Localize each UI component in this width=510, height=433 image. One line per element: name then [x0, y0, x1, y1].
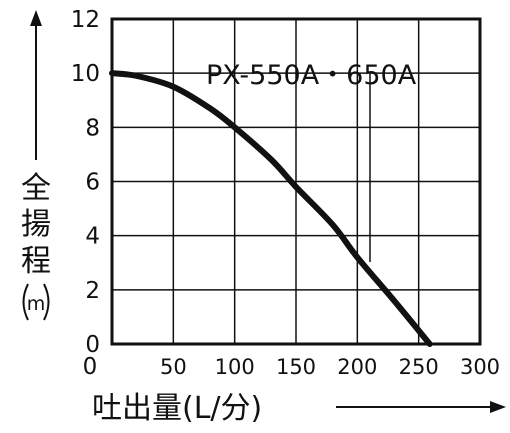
- series-line-px-550a-650a: [109, 70, 433, 347]
- y-axis-unit-text: m: [27, 293, 46, 315]
- y-tick-label: 2: [85, 278, 100, 304]
- y-tick-label: 4: [85, 224, 100, 250]
- y-axis-label-char-3: 程: [21, 244, 51, 279]
- x-tick-label: 150: [276, 355, 316, 379]
- y-axis-label-char-1: 全: [21, 171, 51, 206]
- y-tick-label: 10: [71, 61, 100, 87]
- y-axis-unit: m: [22, 283, 50, 321]
- y-tick-label: 8: [85, 115, 100, 141]
- x-axis-arrowhead-icon: [490, 401, 506, 413]
- plot-frame: [110, 17, 482, 346]
- y-axis-label-char-2: 揚: [21, 207, 51, 242]
- y-axis-arrowhead-icon: [30, 10, 42, 26]
- y-tick-label: 6: [85, 170, 100, 196]
- grid: [112, 19, 480, 344]
- x-tick-label: 50: [160, 355, 187, 379]
- x-tick-labels: 0 50 100 150 200 250 300: [83, 354, 500, 380]
- x-tick-label: 0: [83, 354, 98, 380]
- x-tick-label: 100: [215, 355, 255, 379]
- x-tick-label: 200: [337, 355, 377, 379]
- series-label: PX-550A・650A: [206, 60, 417, 91]
- x-axis-label: 吐出量(L/分): [92, 391, 262, 426]
- y-tick-label: 12: [71, 7, 100, 33]
- x-tick-label: 300: [460, 355, 500, 379]
- y-tick-label: 0: [85, 332, 100, 358]
- x-tick-label: 250: [399, 355, 439, 379]
- y-tick-labels: 0 2 4 6 8 10 12: [71, 7, 100, 358]
